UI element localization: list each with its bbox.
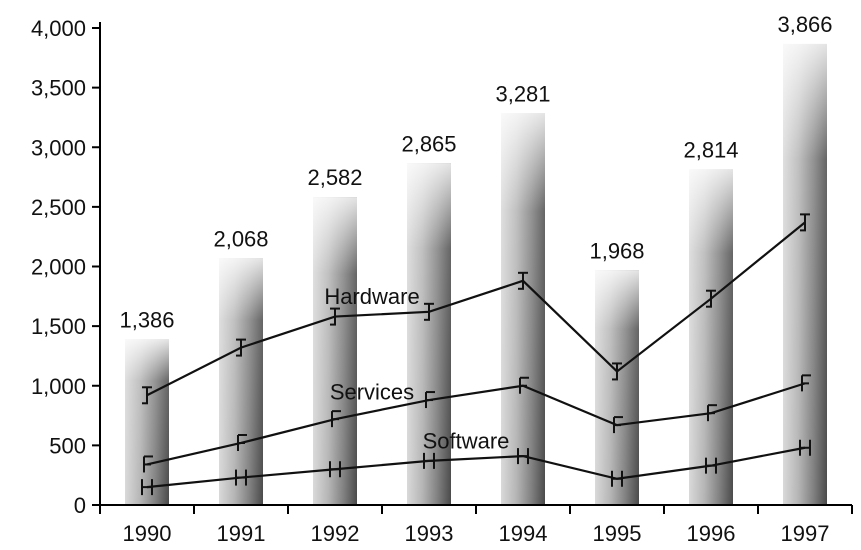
x-tick-label: 1993 <box>405 521 454 546</box>
bar-total-label: 3,281 <box>495 82 550 107</box>
marker-software <box>705 457 717 474</box>
x-tick-label: 1995 <box>593 521 642 546</box>
marker-software <box>141 479 153 496</box>
y-tick-label: 0 <box>74 493 86 518</box>
y-tick-label: 2,000 <box>31 255 86 280</box>
bar-highlight-1997 <box>783 43 827 506</box>
x-tick-label: 1990 <box>123 521 172 546</box>
marker-services <box>237 433 247 451</box>
marker-hardware <box>800 213 810 232</box>
marker-hardware <box>330 307 340 326</box>
bar-total-label: 1,968 <box>589 238 644 263</box>
marker-software <box>423 452 435 469</box>
y-tick-label: 3,500 <box>31 76 86 101</box>
y-tick-label: 1,000 <box>31 374 86 399</box>
series-label-software: Software <box>423 428 510 453</box>
bar-highlight-1992 <box>313 197 357 505</box>
marker-software <box>799 439 811 456</box>
bar-total-label: 2,814 <box>683 137 738 162</box>
x-tick-label: 1996 <box>687 521 736 546</box>
marker-software <box>329 461 341 478</box>
marker-software <box>611 470 623 487</box>
series-line-services <box>146 382 806 466</box>
marker-services <box>143 455 153 473</box>
bar-total-label: 3,866 <box>777 12 832 37</box>
marker-hardware <box>424 302 434 321</box>
y-tick-label: 500 <box>49 433 86 458</box>
bar-highlight-1991 <box>219 258 263 505</box>
bar-total-label: 1,386 <box>119 308 174 333</box>
bar-highlight-1993 <box>407 163 451 505</box>
series-line-software <box>146 446 806 489</box>
y-tick-label: 1,500 <box>31 314 86 339</box>
x-tick-label: 1997 <box>781 521 830 546</box>
marker-services <box>801 374 811 392</box>
marker-hardware <box>236 338 246 357</box>
marker-services <box>519 376 529 394</box>
y-tick-label: 2,500 <box>31 195 86 220</box>
x-tick-label: 1991 <box>217 521 266 546</box>
bar-highlight-1995 <box>595 270 639 505</box>
marker-software <box>235 469 247 486</box>
x-tick-label: 1994 <box>499 521 548 546</box>
series-label-hardware: Hardware <box>324 284 419 309</box>
marker-hardware <box>142 386 152 405</box>
series-line-hardware <box>146 221 806 397</box>
bar-total-label: 2,865 <box>401 131 456 156</box>
marker-hardware <box>706 289 716 308</box>
bar-highlight-1996 <box>689 169 733 506</box>
y-tick-label: 3,000 <box>31 135 86 160</box>
y-tick-label: 4,000 <box>31 16 86 41</box>
marker-services <box>707 404 717 422</box>
marker-software <box>517 448 529 465</box>
marker-services <box>613 416 623 434</box>
bar-highlight-1990 <box>125 339 169 505</box>
marker-services <box>425 391 435 409</box>
x-tick-label: 1992 <box>311 521 360 546</box>
marker-services <box>331 410 341 428</box>
bar-total-label: 2,582 <box>307 165 362 190</box>
series-label-services: Services <box>330 380 414 405</box>
bar-highlight-1994 <box>501 113 545 505</box>
bar-total-label: 2,068 <box>213 226 268 251</box>
marker-hardware <box>612 362 622 381</box>
marker-hardware <box>518 271 528 290</box>
